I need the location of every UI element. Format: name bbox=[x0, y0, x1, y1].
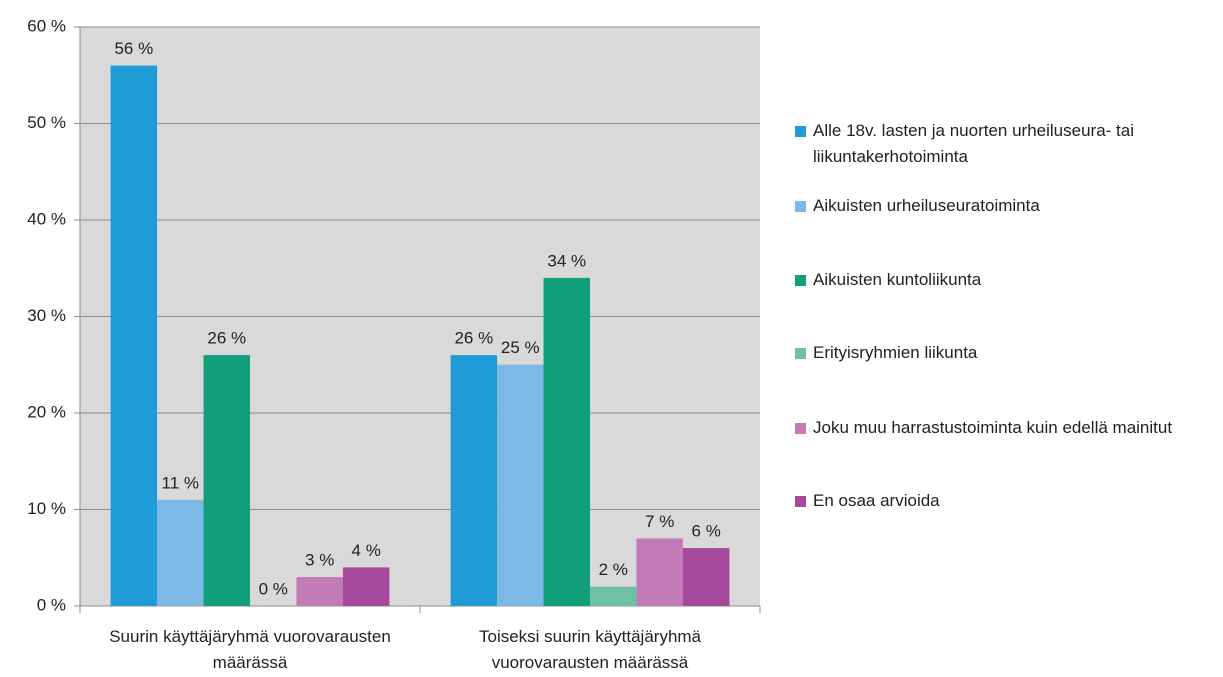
legend-item: Aikuisten kuntoliikunta bbox=[795, 267, 1213, 293]
y-tick-label: 0 % bbox=[37, 595, 66, 614]
bar bbox=[342, 567, 390, 606]
bar bbox=[450, 355, 498, 606]
y-tick-label: 10 % bbox=[27, 499, 66, 518]
bar bbox=[543, 277, 590, 606]
y-tick-label: 60 % bbox=[27, 16, 66, 35]
y-tick-label: 20 % bbox=[27, 402, 66, 421]
data-label: 25 % bbox=[501, 338, 540, 357]
legend-label: Alle 18v. lasten ja nuorten urheiluseura… bbox=[813, 121, 1134, 166]
legend-swatch bbox=[795, 126, 806, 137]
legend-item: Erityisryhmien liikunta bbox=[795, 340, 1213, 366]
legend-swatch bbox=[795, 275, 806, 286]
y-tick-label: 50 % bbox=[27, 113, 66, 132]
legend-item: Joku muu harrastustoiminta kuin edellä m… bbox=[795, 415, 1213, 441]
bar bbox=[296, 577, 343, 606]
bar bbox=[497, 364, 544, 606]
bar bbox=[590, 586, 637, 606]
bar bbox=[157, 499, 204, 606]
legend-swatch bbox=[795, 496, 806, 507]
data-label: 4 % bbox=[352, 541, 381, 560]
x-tick-label: Suurin käyttäjäryhmä vuorovarausten määr… bbox=[109, 627, 391, 672]
data-label: 11 % bbox=[162, 473, 200, 492]
bar bbox=[203, 355, 250, 606]
data-label: 7 % bbox=[645, 512, 674, 531]
legend-swatch bbox=[795, 348, 806, 359]
data-label: 6 % bbox=[692, 522, 721, 541]
y-tick-label: 40 % bbox=[27, 209, 66, 228]
legend-label: Aikuisten urheiluseuratoiminta bbox=[813, 196, 1040, 215]
legend-swatch bbox=[795, 201, 806, 212]
legend-label: Joku muu harrastustoiminta kuin edellä m… bbox=[813, 418, 1173, 437]
data-label: 26 % bbox=[454, 329, 493, 348]
y-tick-label: 30 % bbox=[27, 306, 66, 325]
data-label: 56 % bbox=[114, 39, 153, 58]
bar bbox=[682, 548, 730, 606]
data-label: 26 % bbox=[207, 329, 246, 348]
legend-label: Aikuisten kuntoliikunta bbox=[813, 270, 982, 289]
data-label: 2 % bbox=[599, 560, 628, 579]
data-label: 0 % bbox=[259, 579, 288, 598]
legend-label: Erityisryhmien liikunta bbox=[813, 343, 978, 362]
x-tick-label: Toiseksi suurin käyttäjäryhmä vuorovarau… bbox=[478, 627, 702, 672]
legend-swatch bbox=[795, 423, 806, 434]
data-label: 34 % bbox=[547, 251, 586, 270]
legend-item: En osaa arvioida bbox=[795, 488, 1213, 514]
legend-label: En osaa arvioida bbox=[813, 491, 940, 510]
bar bbox=[110, 65, 158, 607]
legend-item: Alle 18v. lasten ja nuorten urheiluseura… bbox=[795, 118, 1213, 170]
bar bbox=[636, 538, 683, 606]
legend-item: Aikuisten urheiluseuratoiminta bbox=[795, 193, 1213, 219]
data-label: 3 % bbox=[305, 551, 334, 570]
